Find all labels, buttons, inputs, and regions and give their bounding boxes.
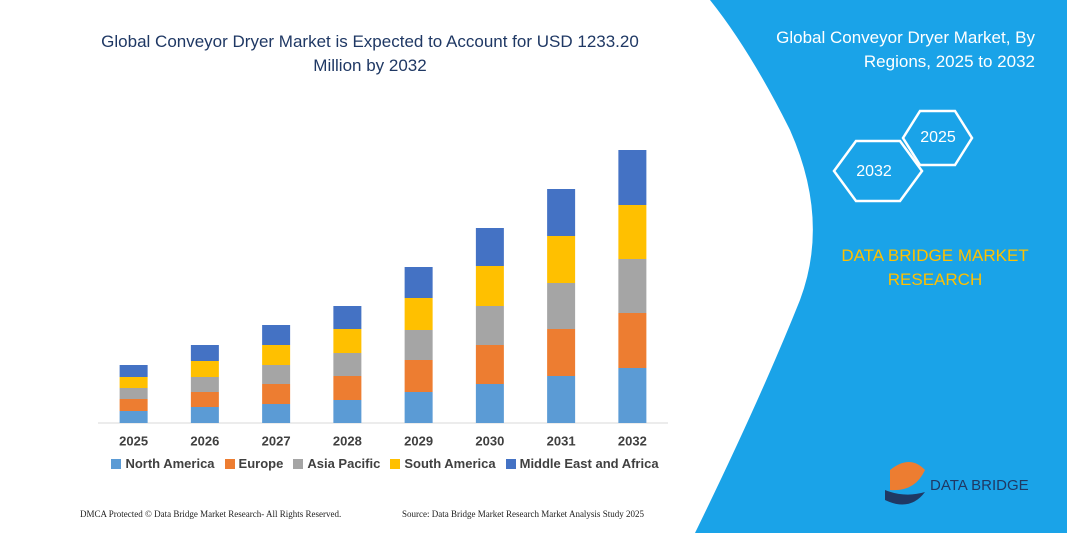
bar-segment — [333, 400, 362, 423]
bar-segment — [404, 330, 433, 360]
legend-swatch — [111, 458, 122, 469]
legend-item: South America — [390, 456, 496, 471]
brand: DATA BRIDGE MARKET RESEARCH — [841, 246, 1029, 289]
bar-segment — [404, 360, 433, 392]
legend-label: Europe — [238, 456, 284, 471]
legend-item: Asia Pacific — [293, 456, 380, 471]
bar-segment — [547, 189, 576, 236]
legend-swatch — [293, 458, 304, 469]
bar-segment — [262, 365, 291, 384]
bar-segment — [475, 306, 504, 345]
bar-segment — [404, 267, 433, 298]
legend-swatch — [390, 458, 401, 469]
bar-segment — [262, 345, 291, 365]
x-tick-label: 2031 — [547, 433, 576, 448]
x-tick-label: 2032 — [618, 433, 647, 448]
bar-segment — [618, 205, 647, 259]
bar-segment — [618, 150, 647, 205]
bar-segment — [618, 259, 647, 313]
legend-swatch — [505, 458, 516, 469]
hexagon-label: 2032 — [856, 163, 892, 180]
bar-segment — [333, 306, 362, 329]
logo-text: DATA BRIDGE — [930, 477, 1029, 494]
bar-segment — [119, 365, 148, 377]
logo-mark — [890, 462, 925, 491]
bar-segment — [119, 377, 148, 388]
side-panel — [695, 0, 1067, 533]
bar-segment — [262, 325, 291, 345]
x-tick-label: 2030 — [475, 433, 504, 448]
chart-title: Global Conveyor Dryer Market is Expected… — [101, 32, 639, 75]
bar-segment — [547, 236, 576, 283]
legend-label: North America — [125, 456, 215, 471]
legend-swatch — [224, 458, 235, 469]
bar-segment — [333, 329, 362, 353]
hexagon — [901, 109, 974, 167]
x-tick-label: 2025 — [119, 433, 148, 448]
legend: North America Europe Asia Pacific South Ame… — [60, 456, 710, 471]
bar-segment — [547, 376, 576, 423]
bar-segment — [547, 329, 576, 376]
x-tick-label: 2029 — [404, 433, 433, 448]
bar-segment — [119, 388, 148, 399]
bar-segment — [404, 298, 433, 330]
bar-segment — [333, 376, 362, 400]
hexagon — [832, 139, 924, 203]
bar-segment — [119, 411, 148, 423]
bar-segment — [475, 345, 504, 384]
footer-left: DMCA Protected © Data Bridge Market Rese… — [80, 509, 342, 519]
x-tick-label: 2026 — [190, 433, 219, 448]
bar-segment — [190, 377, 219, 392]
legend-label: South America — [404, 456, 496, 471]
bar-segment — [404, 392, 433, 423]
legend-label: Asia Pacific — [307, 456, 381, 471]
legend-item: Middle East and Africa — [505, 456, 659, 471]
bar-segment — [475, 384, 504, 423]
bar-segment — [119, 399, 148, 411]
bar-segment — [547, 283, 576, 329]
bar-segment — [190, 345, 219, 361]
bar-segment — [618, 313, 647, 368]
legend-label: Middle East and Africa — [519, 456, 659, 471]
x-tick-label: 2028 — [333, 433, 362, 448]
bar-segment — [475, 266, 504, 306]
hexagon-label: 2025 — [920, 129, 956, 146]
x-tick-label: 2027 — [262, 433, 291, 448]
bar-segment — [333, 353, 362, 376]
bar-segment — [190, 407, 219, 423]
bar-segment — [475, 228, 504, 266]
bar-segment — [190, 392, 219, 407]
footer-right: Source: Data Bridge Market Research Mark… — [402, 509, 644, 519]
panel-title: Global Conveyor Dryer Market, By Regions… — [776, 28, 1035, 71]
bar-segment — [618, 368, 647, 423]
bar-segment — [262, 404, 291, 423]
legend-item: North America — [111, 456, 215, 471]
legend-item: Europe — [224, 456, 284, 471]
bar-segment — [190, 361, 219, 377]
logo-mark — [885, 490, 925, 505]
bar-segment — [262, 384, 291, 404]
